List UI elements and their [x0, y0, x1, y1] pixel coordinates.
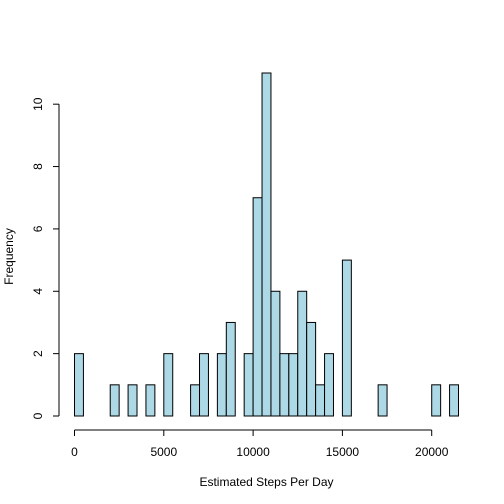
- histogram-bar: [252, 197, 263, 417]
- histogram-bar: [449, 384, 460, 417]
- y-tick-label: 4: [31, 288, 45, 295]
- histogram-bars: [74, 72, 460, 417]
- y-tick-label: 6: [31, 225, 45, 232]
- histogram-bar: [243, 353, 254, 417]
- x-axis: 0 5000 10000 15000 20000: [71, 429, 449, 459]
- histogram-bar: [261, 72, 272, 417]
- x-tick-label: 20000: [415, 445, 449, 459]
- histogram-bar: [288, 353, 299, 417]
- histogram-bar: [109, 384, 120, 417]
- histogram-bar: [270, 290, 281, 417]
- x-tick-label: 10000: [236, 445, 270, 459]
- histogram-bar: [377, 384, 388, 417]
- x-tick-label: 5000: [150, 445, 177, 459]
- histogram-bar: [225, 321, 236, 417]
- histogram-bar: [74, 353, 84, 417]
- histogram-bar: [324, 353, 334, 417]
- histogram-bar: [279, 353, 290, 417]
- histogram-bar: [431, 384, 442, 417]
- x-axis-title: Estimated Steps Per Day: [199, 475, 333, 489]
- histogram-bar: [216, 353, 227, 417]
- y-tick-label: 8: [31, 163, 45, 170]
- x-tick-label: 0: [71, 445, 78, 459]
- y-axis-title: Frequency: [2, 228, 16, 285]
- x-tick-label: 15000: [326, 445, 360, 459]
- histogram-bar: [306, 321, 317, 417]
- histogram-bar: [315, 384, 326, 417]
- histogram-bar: [297, 290, 308, 417]
- y-tick-label: 10: [31, 97, 45, 111]
- histogram-bar: [199, 353, 209, 417]
- histogram-bar: [163, 353, 174, 417]
- y-tick-label: 2: [31, 350, 45, 357]
- histogram-bar: [190, 384, 201, 417]
- y-axis: 0 2 4 6 8 10: [31, 97, 60, 419]
- histogram-bar: [127, 384, 138, 417]
- y-tick-label: 0: [31, 412, 45, 419]
- histogram-bar: [145, 384, 156, 417]
- histogram-bar: [341, 259, 352, 417]
